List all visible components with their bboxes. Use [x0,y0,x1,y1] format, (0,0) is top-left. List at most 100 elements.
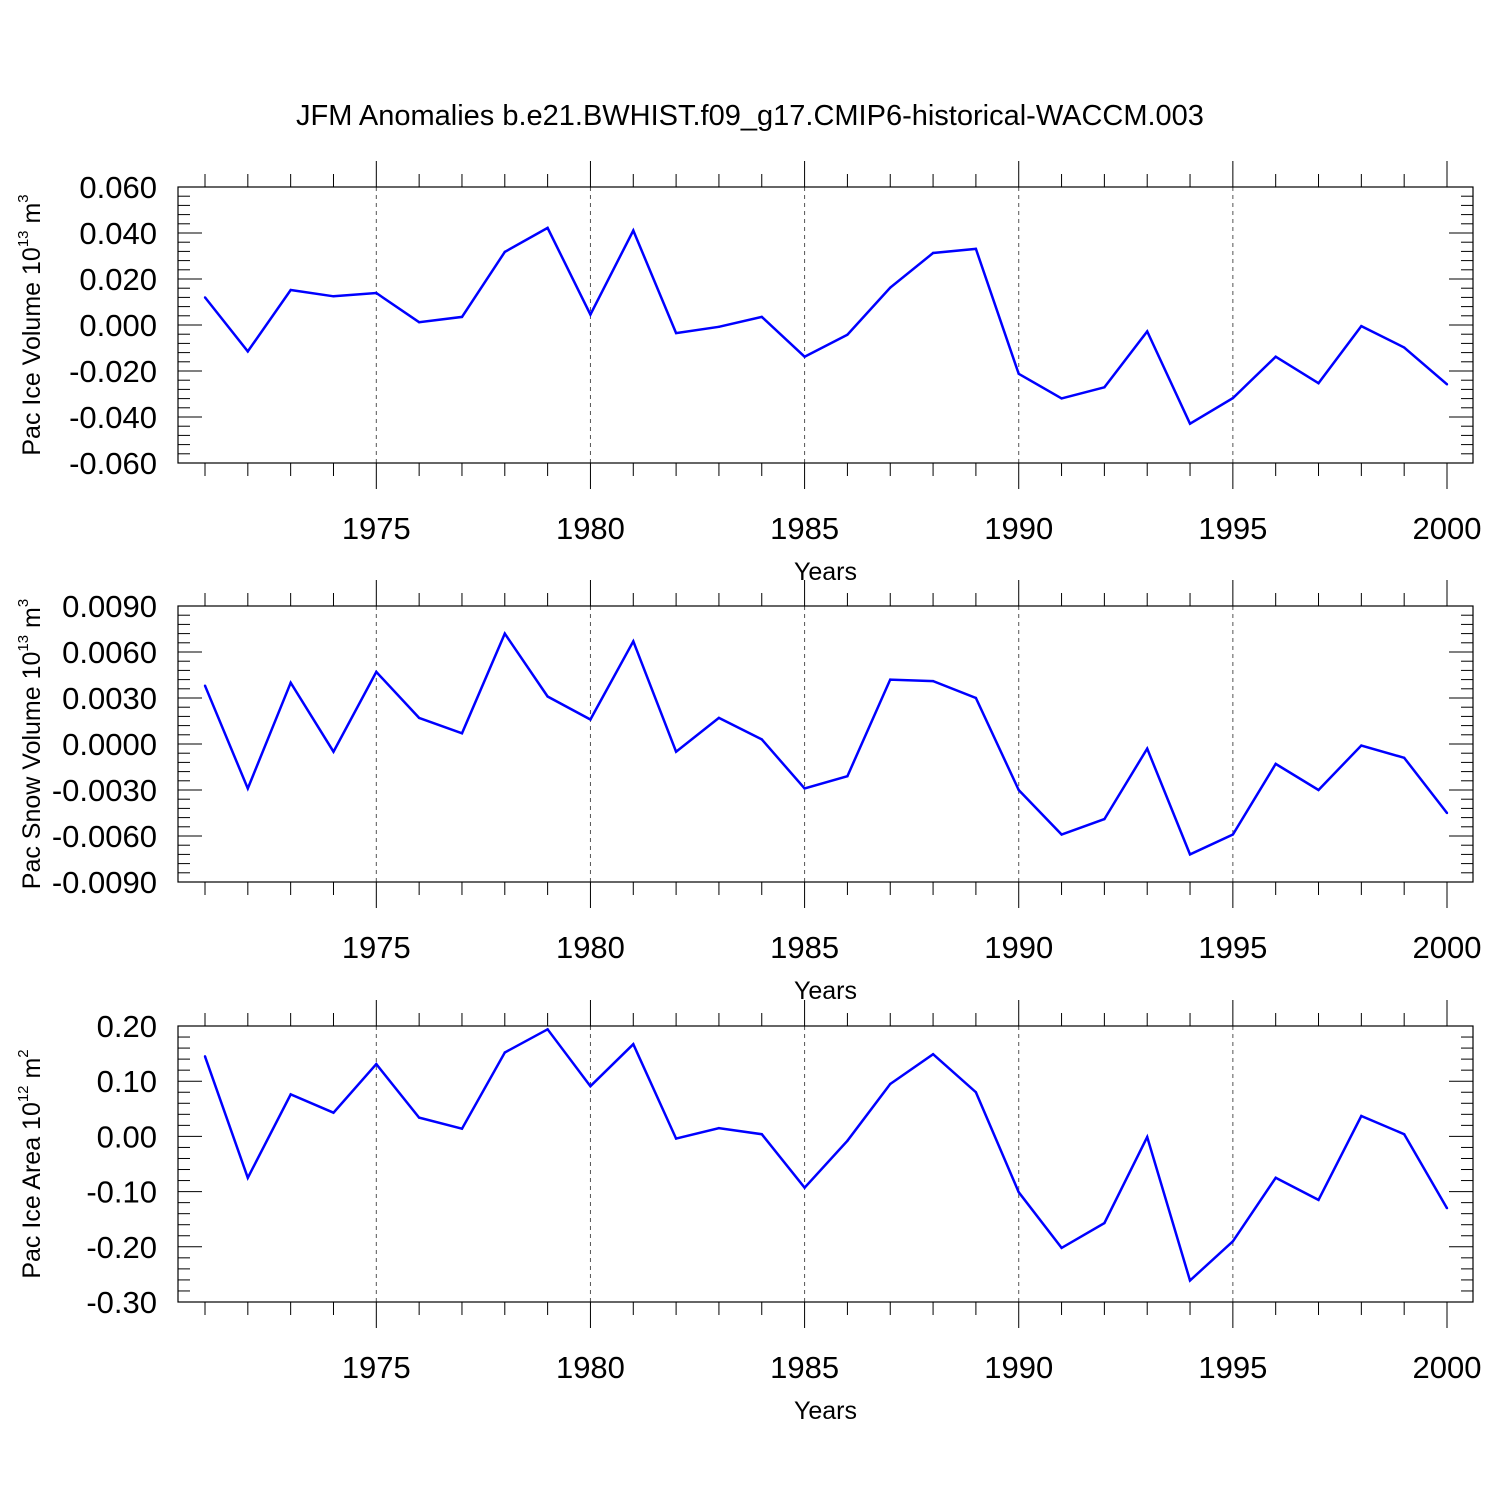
y-tick-label: 0.20 [97,1009,157,1044]
data-point [674,750,678,753]
y-axis-label-text: Pac Ice Volume 10 [18,247,46,455]
y-tick-label: 0.000 [79,308,157,343]
data-point [846,775,849,778]
x-axis-label: Years [794,977,857,1005]
data-point [674,1137,678,1140]
data-point [632,1043,635,1046]
data-point [1317,381,1320,385]
data-point [931,1052,935,1056]
data-point [1146,747,1149,750]
y-axis-label-text: m [18,607,46,635]
x-tick-label: 2000 [1413,930,1482,965]
y-tick-label: 0.0000 [62,727,157,762]
data-point [332,750,335,753]
data-point [760,738,763,741]
data-point [1103,386,1106,389]
data-point [1445,1206,1449,1210]
x-tick-label: 1990 [984,1350,1053,1385]
data-point [503,632,506,635]
data-point [632,229,635,232]
data-point [503,250,506,254]
y-tick-label: 0.00 [97,1119,157,1154]
y-tick-label: -0.20 [86,1230,157,1265]
data-point [803,787,806,790]
data-point [1231,833,1235,836]
data-point [974,247,978,251]
data-point [203,296,207,299]
y-axis-label-superscript: 2 [15,1049,32,1057]
data-point [1317,1198,1320,1202]
x-tick-label: 1980 [556,1350,625,1385]
y-axis-label-text: Pac Snow Volume 10 [18,652,46,890]
x-tick-label: 1995 [1198,1350,1267,1385]
data-point [1060,397,1063,400]
panel-ice_volume: -0.060 -0.040 -0.020 0.000 0.020 0.040 0.060 19… [15,161,1481,586]
data-point [246,787,250,790]
data-point [1274,355,1277,358]
y-tick-label: 0.0030 [62,681,157,716]
series-line-snow_volume [203,631,1448,857]
y-tick-label: -0.020 [69,354,157,389]
data-point [1017,788,1020,792]
data-point [1146,1135,1149,1139]
y-axis-label-superscript: 13 [15,635,32,652]
data-point [1445,811,1449,815]
plot-frame [177,605,1474,883]
data-point [289,681,292,684]
data-point [931,251,935,255]
x-tick-label: 1985 [770,511,839,546]
data-point [503,1051,506,1054]
x-tick-label: 1990 [984,930,1053,965]
x-tick-label: 1985 [770,930,839,965]
data-point [1231,396,1235,400]
data-point [417,716,421,720]
data-point [1402,756,1406,759]
data-point [1060,833,1063,836]
x-axis-label: Years [794,558,857,586]
data-point [1402,346,1406,349]
x-tick-label: 1975 [342,511,411,546]
y-tick-label: 0.0090 [62,589,157,624]
y-axis-label: Pac Ice Volume 1013 m3 [15,194,46,455]
data-point [889,286,892,289]
y-tick-label: -0.0060 [52,819,157,854]
data-point [803,355,806,358]
data-point [1017,1190,1020,1194]
data-point [1146,330,1149,333]
x-axis-label: Years [794,1397,857,1425]
data-point [1103,817,1106,821]
data-point [332,1111,335,1114]
data-point [203,684,207,687]
data-point [203,1055,207,1058]
data-point [889,1082,892,1086]
data-point [375,291,378,295]
plot-frame [177,186,1474,464]
y-tick-label: 0.10 [97,1064,157,1099]
y-tick-label: -0.0030 [52,773,157,808]
data-point [889,678,892,681]
y-axis-label-text: Pac Ice Area 10 [18,1102,46,1279]
figure-title: JFM Anomalies b.e21.BWHIST.f09_g17.CMIP6… [296,100,1204,132]
y-tick-label: 0.060 [79,170,157,205]
data-point [417,321,421,324]
data-point [1060,1246,1063,1250]
data-point [974,1091,978,1094]
y-axis-label-superscript: 3 [15,194,32,202]
x-tick-label: 1975 [342,930,411,965]
y-tick-label: 0.040 [79,216,157,251]
x-tick-label: 1995 [1198,930,1267,965]
x-tick-label: 1995 [1198,511,1267,546]
data-point [546,1028,549,1031]
y-tick-label: -0.30 [86,1285,157,1320]
data-point [1017,372,1020,375]
data-point [803,1186,806,1189]
data-point [1402,1132,1406,1136]
data-point [931,679,935,683]
x-tick-label: 1985 [770,1350,839,1385]
data-point [246,1176,250,1180]
y-axis-label: Pac Ice Area 1012 m2 [15,1049,46,1278]
data-point [1317,788,1320,792]
data-point [589,718,592,721]
y-axis-label-superscript: 12 [15,1085,32,1102]
